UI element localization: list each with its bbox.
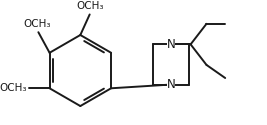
Text: OCH₃: OCH₃: [0, 83, 27, 93]
Text: OCH₃: OCH₃: [77, 1, 104, 11]
Text: N: N: [167, 38, 175, 51]
Text: OCH₃: OCH₃: [24, 19, 51, 29]
Text: N: N: [167, 78, 175, 91]
